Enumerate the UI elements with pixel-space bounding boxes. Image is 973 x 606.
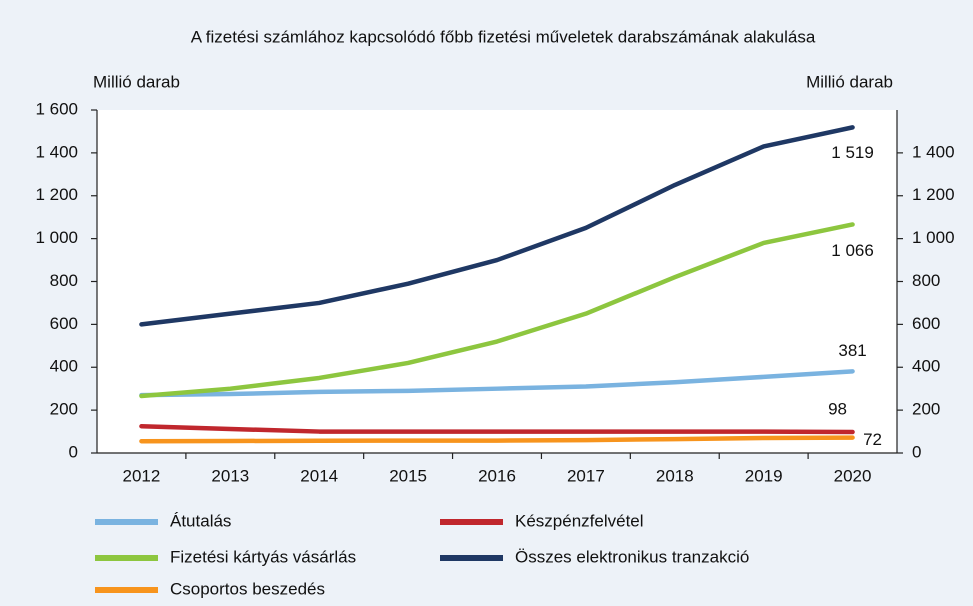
legend-label: Összes elektronikus tranzakció: [515, 547, 749, 566]
y2-tick-label: 600: [912, 314, 940, 333]
y-tick-label: 0: [69, 442, 78, 461]
data-label: 98: [828, 399, 847, 418]
data-label: 1 066: [831, 241, 874, 260]
data-label: 381: [838, 341, 866, 360]
series-line: [139, 125, 855, 327]
y-axis-label: Millió darab: [93, 72, 180, 91]
x-tick-label: 2014: [300, 466, 338, 485]
plot-area: [97, 110, 897, 453]
y2-tick-label: 0: [912, 442, 921, 461]
y-tick-label: 1 400: [35, 142, 78, 161]
y-tick-label: 600: [50, 314, 78, 333]
legend-label: Készpénzfelvétel: [515, 511, 644, 530]
y2-tick-label: 1 000: [912, 228, 955, 247]
y-tick-label: 1 600: [35, 99, 78, 118]
legend-label: Csoportos beszedés: [170, 579, 325, 598]
series-line: [139, 222, 855, 399]
data-label: 1 519: [831, 143, 874, 162]
x-tick-label: 2019: [745, 466, 783, 485]
data-label: 72: [863, 430, 882, 449]
x-tick-label: 2017: [567, 466, 605, 485]
y2-tick-label: 1 200: [912, 185, 955, 204]
chart-title: A fizetési számlához kapcsolódó főbb fiz…: [191, 27, 816, 46]
x-tick-label: 2015: [389, 466, 427, 485]
x-tick-label: 2020: [834, 466, 872, 485]
x-tick-label: 2018: [656, 466, 694, 485]
series-line: [139, 369, 855, 398]
y-tick-label: 200: [50, 400, 78, 419]
y-tick-label: 400: [50, 357, 78, 376]
series-line: [139, 423, 855, 435]
x-tick-label: 2013: [211, 466, 249, 485]
y2-axis-label: Millió darab: [806, 72, 893, 91]
y2-tick-label: 1 400: [912, 142, 955, 161]
legend-label: Fizetési kártyás vásárlás: [170, 547, 356, 566]
y2-tick-label: 400: [912, 357, 940, 376]
y2-tick-label: 200: [912, 400, 940, 419]
y-tick-label: 1 000: [35, 228, 78, 247]
y2-tick-label: 800: [912, 271, 940, 290]
y-tick-label: 800: [50, 271, 78, 290]
y-tick-label: 1 200: [35, 185, 78, 204]
x-tick-label: 2012: [123, 466, 161, 485]
series-line: [139, 435, 855, 444]
legend-label: Átutalás: [170, 511, 231, 530]
x-tick-label: 2016: [478, 466, 516, 485]
